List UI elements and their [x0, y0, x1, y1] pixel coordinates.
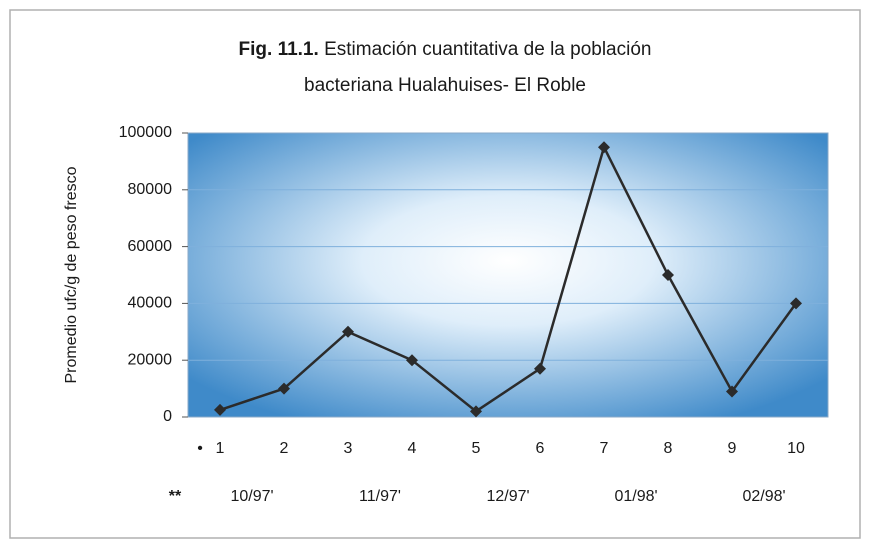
- marker: [598, 141, 610, 154]
- x-tick-label: 7: [600, 440, 609, 457]
- marker: [662, 269, 674, 281]
- y-tick-label: 100000: [119, 124, 172, 141]
- marker: [790, 297, 802, 310]
- group-marker: **: [169, 488, 182, 505]
- x-tick-label: 4: [408, 440, 417, 457]
- group-label: 02/98': [742, 488, 785, 505]
- marker: [726, 385, 738, 398]
- y-tick-label: 60000: [128, 238, 173, 255]
- y-tick-label: 80000: [128, 181, 173, 198]
- marker: [534, 362, 546, 375]
- x-tick-label: 9: [728, 440, 737, 457]
- plot-area: [187, 132, 829, 418]
- marker: [214, 403, 226, 416]
- y-tick-label: 40000: [128, 295, 173, 312]
- x-tick-label: 1: [216, 440, 225, 457]
- line: [219, 143, 798, 413]
- x-tick-label: 6: [536, 440, 545, 457]
- chart-title: Fig. 11.1. Estimación cuantitativa de la…: [239, 39, 652, 60]
- marker: [470, 405, 482, 418]
- group-label: 01/98': [614, 488, 657, 505]
- y-axis-label: Promedio ufc/g de peso fresco: [63, 166, 80, 383]
- marker: [342, 325, 354, 338]
- marker: [406, 354, 418, 367]
- group-label: 12/97': [486, 488, 529, 505]
- title-line: bacteriana Hualahuises- El Roble: [304, 75, 586, 96]
- x-tick-label: 5: [472, 440, 481, 457]
- title-label: Fig. 11.1.: [239, 39, 319, 60]
- title-line: Estimación cuantitativa de la población: [324, 39, 651, 60]
- x-tick-label: 10: [787, 440, 805, 457]
- x-tick-label: 8: [664, 440, 673, 457]
- marker: [278, 382, 290, 395]
- group-label: 11/97': [359, 488, 401, 505]
- x-tick-label: 3: [344, 440, 353, 457]
- y-tick-label: 0: [163, 408, 172, 425]
- group-label: 10/97': [230, 488, 273, 505]
- x-tick-label: 2: [280, 440, 289, 457]
- category-marker: •: [197, 440, 203, 457]
- y-tick-label: 20000: [128, 351, 173, 368]
